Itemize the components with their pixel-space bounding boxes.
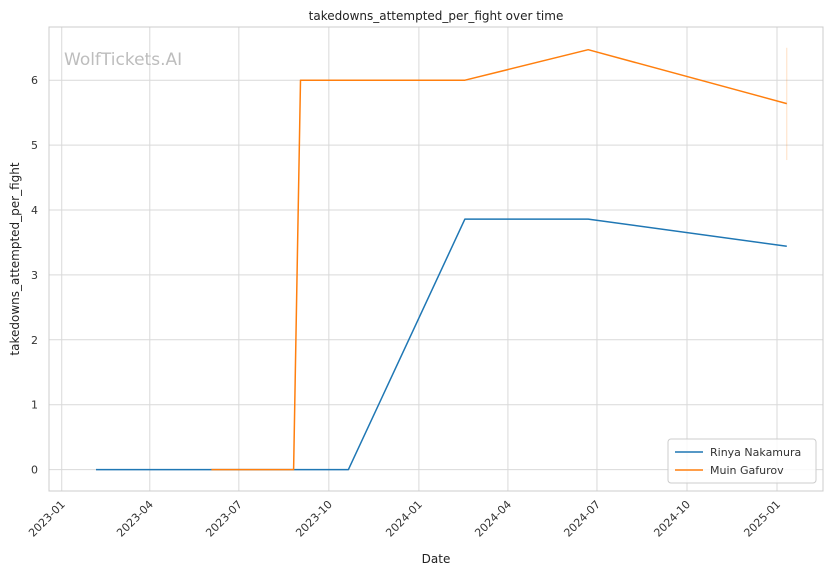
y-tick-label: 1 <box>31 399 38 412</box>
x-tick-label: 2023-04 <box>114 498 156 540</box>
x-tick-label: 2024-10 <box>651 498 693 540</box>
plot-area-frame <box>48 26 824 492</box>
y-tick-label: 5 <box>31 139 38 152</box>
legend: Rinya Nakamura Muin Gafurov <box>667 438 817 484</box>
legend-label-rinya: Rinya Nakamura <box>710 446 801 459</box>
y-tick-label: 4 <box>31 204 38 217</box>
series-line-1 <box>211 48 787 471</box>
x-tick-label: 2025-01 <box>741 498 783 540</box>
legend-box <box>667 438 817 484</box>
x-tick-label: 2024-04 <box>472 498 514 540</box>
series-lines <box>96 47 788 471</box>
x-tick-label: 2024-01 <box>383 498 425 540</box>
x-tick-label: 2024-07 <box>561 498 603 540</box>
x-axis-title: Date <box>422 552 451 566</box>
y-axis-title: takedowns_attempted_per_fight <box>8 162 22 355</box>
x-tick-label: 2023-07 <box>203 498 245 540</box>
watermark-text: WolfTickets.AI <box>64 50 182 70</box>
y-tick-label: 3 <box>31 269 38 282</box>
legend-label-muin: Muin Gafurov <box>710 464 784 477</box>
y-tick-label: 6 <box>31 74 38 87</box>
series-line-0 <box>96 218 787 471</box>
chart-title: takedowns_attempted_per_fight over time <box>309 9 564 23</box>
y-tick-label: 2 <box>31 334 38 347</box>
x-tick-label: 2023-01 <box>26 498 68 540</box>
x-tick-label: 2023-10 <box>293 498 335 540</box>
grid-lines <box>49 27 823 491</box>
y-tick-label: 0 <box>31 464 38 477</box>
